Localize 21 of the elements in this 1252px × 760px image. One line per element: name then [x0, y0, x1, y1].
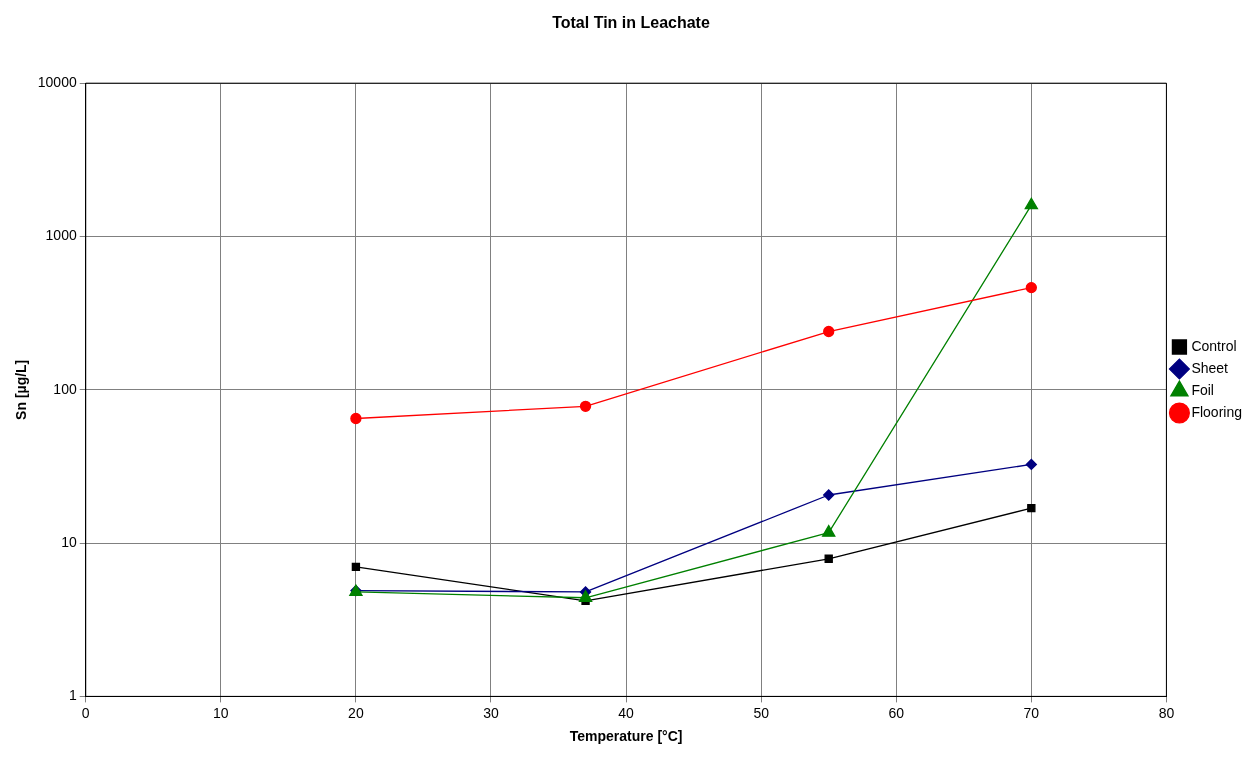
- x-tick-label: 80: [1158, 704, 1175, 721]
- x-tick-label: 0: [81, 704, 90, 721]
- x-tick-label: 20: [348, 704, 364, 721]
- y-tick-label: 10: [61, 533, 77, 550]
- x-axis-title: Temperature [°C]: [569, 728, 683, 745]
- x-tick-label: 50: [753, 704, 770, 721]
- legend-label: Control: [1191, 337, 1237, 354]
- x-tick-label: 40: [618, 704, 635, 721]
- x-tick-label: 30: [483, 704, 499, 721]
- chart-title: Total Tin in Leachate: [552, 14, 710, 32]
- legend-label: Flooring: [1191, 403, 1243, 420]
- y-tick-label: 100: [53, 380, 77, 397]
- legend-label: Sheet: [1191, 359, 1229, 376]
- y-tick-label: 10000: [37, 74, 77, 91]
- legend-label: Foil: [1191, 381, 1214, 398]
- x-tick-label: 60: [888, 704, 905, 721]
- y-axis-title: Sn [µg/L]: [13, 359, 30, 420]
- x-tick-label: 10: [213, 704, 229, 721]
- y-tick-label: 1000: [45, 227, 77, 244]
- y-tick-label: 1: [68, 687, 77, 704]
- x-tick-label: 70: [1023, 704, 1040, 721]
